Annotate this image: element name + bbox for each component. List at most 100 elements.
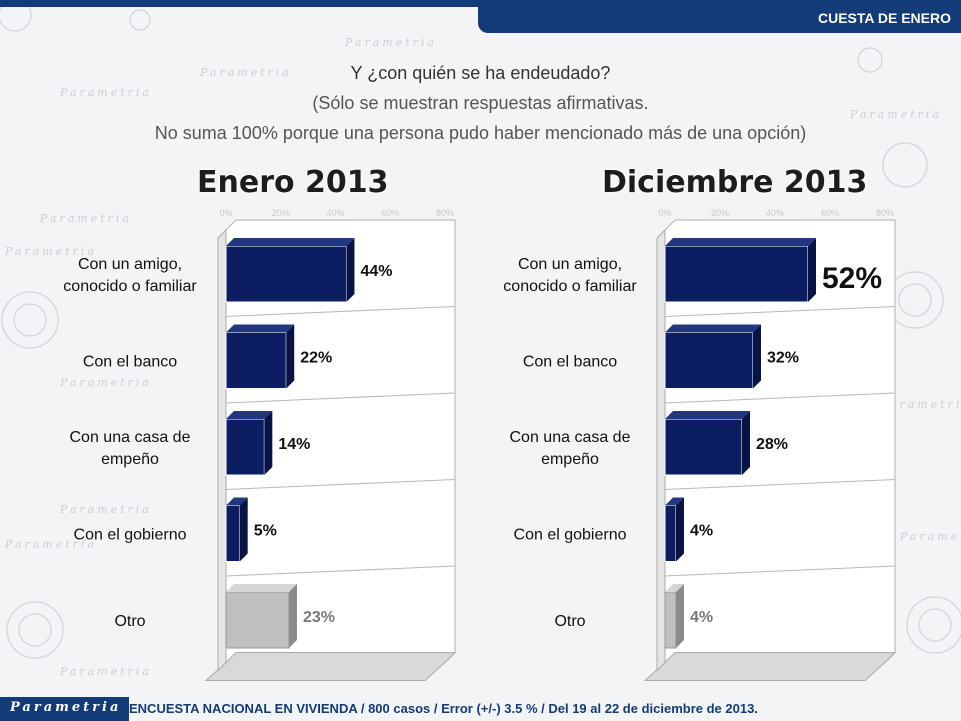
- gridline: [664, 306, 896, 317]
- watermark-text: Parametria: [60, 376, 152, 389]
- bar: [664, 332, 754, 389]
- axis-tick-label: 0%: [219, 208, 232, 218]
- watermark-text: Parametria: [60, 503, 152, 516]
- bar-side: [346, 238, 355, 302]
- watermark-text: Parametria: [5, 245, 97, 258]
- header-tag: CUESTA DE ENERO: [817, 10, 951, 26]
- data-label: 32%: [767, 350, 799, 367]
- bar: [225, 591, 290, 649]
- watermark-text: Parametria: [60, 86, 152, 99]
- header-bar: CUESTA DE ENERO: [478, 5, 961, 33]
- category-label: empeño: [541, 451, 599, 468]
- data-label: 4%: [690, 523, 713, 540]
- bar-top: [226, 584, 297, 592]
- bar-side: [676, 584, 684, 648]
- bar: [664, 418, 743, 476]
- bar-side: [808, 238, 816, 302]
- bar-side: [264, 411, 273, 475]
- axis-tick-label: 60%: [821, 208, 839, 218]
- bar-side: [239, 497, 248, 562]
- axis-tick-label: 80%: [436, 208, 454, 218]
- gridline: [664, 565, 896, 577]
- plot-left-wall: [217, 228, 227, 672]
- top-line: [0, 0, 961, 7]
- data-label: 22%: [300, 350, 332, 367]
- question-line-3: No suma 100% porque una persona pudo hab…: [154, 123, 807, 143]
- bar-top: [665, 411, 750, 419]
- bar: [664, 591, 677, 649]
- gridline: [225, 306, 456, 317]
- plot-floor: [204, 652, 457, 681]
- plot-floor: [643, 652, 897, 681]
- category-label: Con un amigo,: [518, 256, 622, 273]
- bar: [225, 505, 241, 562]
- gridline: [225, 565, 456, 577]
- axis-tick-label: 20%: [711, 208, 729, 218]
- footer-brand: Parametria: [10, 700, 122, 715]
- category-label: Con el gobierno: [514, 527, 627, 544]
- gridline: [225, 392, 456, 404]
- question-line-2: (Sólo se muestran respuestas afirmativas…: [312, 93, 649, 113]
- gridline: [664, 479, 896, 490]
- data-label: 14%: [278, 436, 310, 453]
- bar: [225, 418, 265, 476]
- bar: [664, 505, 677, 562]
- chart-enero-2013: 0% 20% 40% 60% 80% 44% Con un amigo, conocido o…: [63, 208, 457, 681]
- watermark-text: Parametria: [40, 212, 132, 225]
- footer: Parametria ENCUESTA NACIONAL EN VIVIENDA…: [0, 697, 961, 721]
- plot-left-wall: [656, 228, 666, 672]
- data-label: 28%: [756, 436, 788, 453]
- data-label: 23%: [303, 609, 335, 626]
- watermark-text: Parametria: [200, 66, 292, 79]
- chart-title-diciembre: Diciembre 2013: [602, 165, 868, 200]
- data-label: 52%: [822, 262, 882, 295]
- category-label: empeño: [101, 451, 159, 468]
- bar-top: [226, 411, 273, 419]
- data-label: 5%: [254, 523, 277, 540]
- axis-tick-label: 20%: [272, 208, 290, 218]
- bar-top: [665, 584, 684, 592]
- gridline: [664, 392, 896, 404]
- category-label: Con el banco: [523, 354, 617, 371]
- category-label: conocido o familiar: [503, 278, 637, 295]
- watermark-text: Parametria: [880, 398, 961, 411]
- category-label: conocido o familiar: [63, 278, 197, 295]
- bar-side: [286, 324, 295, 389]
- bar: [225, 245, 347, 303]
- bar-top: [665, 497, 684, 506]
- category-label: Otro: [114, 613, 145, 630]
- bar-top: [226, 238, 355, 246]
- category-label: Con el banco: [83, 354, 177, 371]
- bar-top: [226, 324, 295, 333]
- category-label: Con un amigo,: [78, 256, 182, 273]
- category-label: Con una casa de: [70, 429, 191, 446]
- watermark-text: Parametria: [900, 530, 961, 543]
- watermark-text: Parametria: [345, 36, 437, 49]
- axis-tick-label: 0%: [658, 208, 671, 218]
- bar: [225, 332, 287, 389]
- watermark-text: Parametria: [850, 108, 942, 121]
- category-label: Con una casa de: [510, 429, 631, 446]
- axis-tick-label: 60%: [381, 208, 399, 218]
- bar-side: [676, 497, 684, 562]
- watermark-text: Parametria: [60, 665, 152, 678]
- bar: [664, 245, 809, 303]
- question-line-1: Y ¿con quién se ha endeudado?: [350, 63, 611, 83]
- bar-top: [226, 497, 248, 506]
- bar-top: [665, 238, 816, 246]
- footer-note-box: ENCUESTA NACIONAL EN VIVIENDA / 800 caso…: [129, 697, 961, 721]
- axis-tick-label: 40%: [326, 208, 344, 218]
- category-label: Con el gobierno: [74, 527, 187, 544]
- category-label: Otro: [554, 613, 585, 630]
- bar-side: [742, 411, 750, 475]
- axis-tick-label: 80%: [876, 208, 894, 218]
- watermark-text: Parametria: [5, 538, 97, 551]
- chart-title-enero: Enero 2013: [197, 165, 389, 200]
- footer-note: ENCUESTA NACIONAL EN VIVIENDA / 800 caso…: [129, 701, 758, 716]
- bar-top: [665, 324, 761, 333]
- axis-tick-label: 40%: [766, 208, 784, 218]
- data-label: 44%: [360, 263, 392, 280]
- gridline: [225, 479, 456, 490]
- bar-side: [288, 584, 297, 648]
- data-label: 4%: [690, 609, 713, 626]
